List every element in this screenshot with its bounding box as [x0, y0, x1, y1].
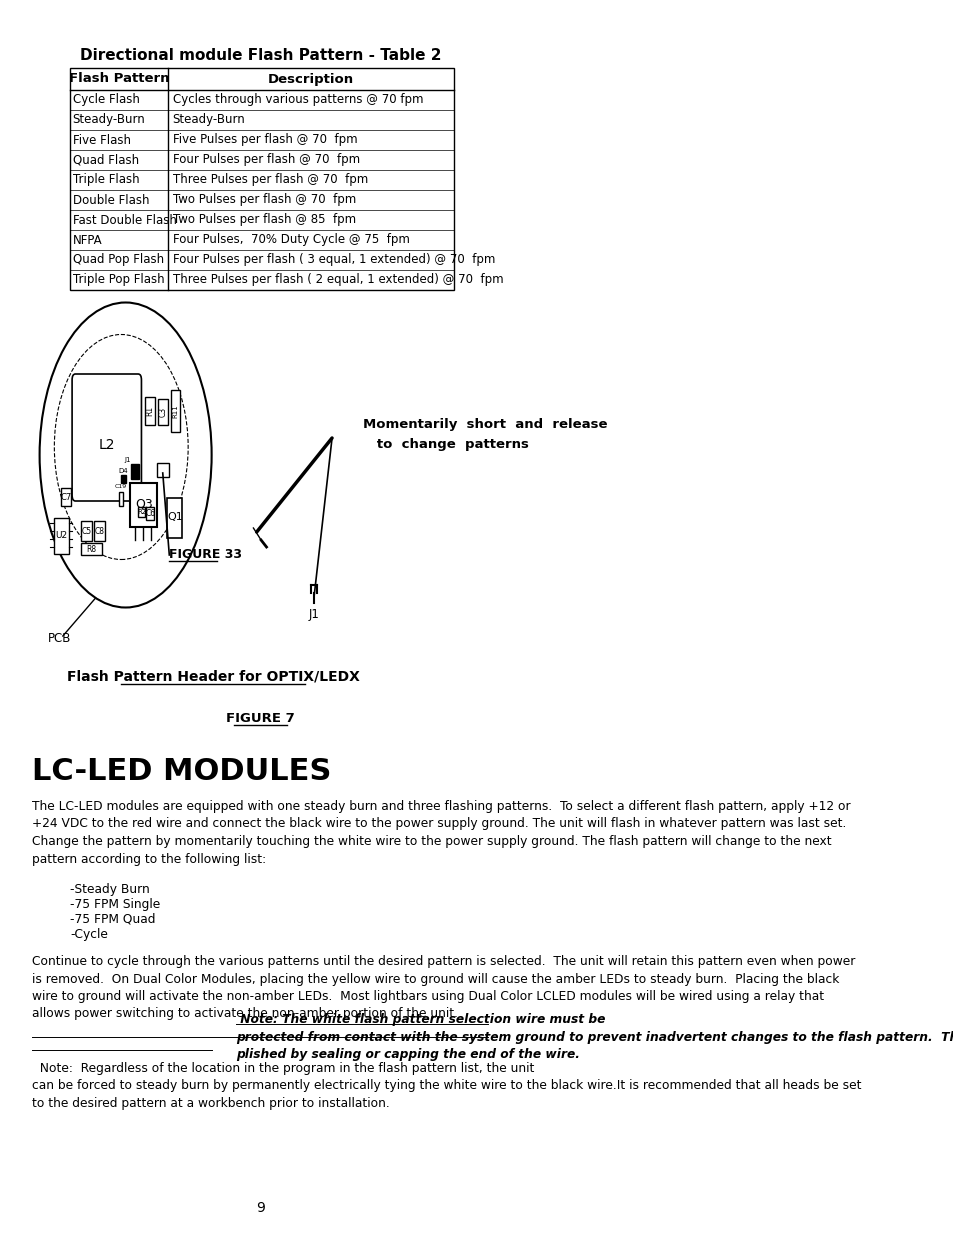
Text: -Cycle: -Cycle — [70, 927, 108, 941]
Bar — [81, 521, 91, 541]
Text: Momentarily  short  and  release
   to  change  patterns: Momentarily short and release to change … — [363, 417, 607, 451]
Ellipse shape — [40, 303, 212, 608]
Text: Description: Description — [268, 73, 354, 85]
Text: Five Pulses per flash @ 70  fpm: Five Pulses per flash @ 70 fpm — [172, 133, 356, 147]
Bar — [138, 508, 145, 517]
Text: Quad Flash: Quad Flash — [72, 153, 138, 167]
Text: Continue to cycle through the various patterns until the desired pattern is sele: Continue to cycle through the various pa… — [31, 955, 854, 1020]
Bar — [131, 464, 138, 479]
Text: Note: The white flash pattern selection wire must be
protected from contact with: Note: The white flash pattern selection … — [236, 1013, 953, 1061]
Text: Flash Pattern: Flash Pattern — [69, 73, 169, 85]
Text: J1: J1 — [125, 457, 131, 463]
Text: Fast Double Flash: Fast Double Flash — [72, 214, 176, 226]
Text: C5: C5 — [81, 526, 91, 536]
Bar — [172, 390, 179, 432]
Text: Directional module Flash Pattern - Table 2: Directional module Flash Pattern - Table… — [80, 48, 441, 63]
Text: C7: C7 — [60, 493, 71, 501]
Text: FIGURE 33: FIGURE 33 — [169, 548, 242, 562]
Text: LC-LED MODULES: LC-LED MODULES — [31, 757, 331, 785]
Text: C3: C3 — [158, 408, 168, 417]
Bar — [157, 463, 169, 477]
Text: -75 FPM Quad: -75 FPM Quad — [70, 913, 155, 926]
Text: Three Pulses per flash @ 70  fpm: Three Pulses per flash @ 70 fpm — [172, 173, 368, 186]
Text: U2: U2 — [55, 531, 67, 541]
Text: D4: D4 — [118, 468, 128, 474]
Text: The LC-LED modules are equipped with one steady burn and three flashing patterns: The LC-LED modules are equipped with one… — [31, 800, 849, 866]
Text: NFPA: NFPA — [72, 233, 102, 247]
Text: C8: C8 — [95, 526, 105, 536]
Text: Steady-Burn: Steady-Burn — [172, 114, 245, 126]
Text: Two Pulses per flash @ 85  fpm: Two Pulses per flash @ 85 fpm — [172, 214, 355, 226]
Bar — [158, 399, 168, 425]
Text: PCB: PCB — [48, 631, 71, 645]
Text: R2: R2 — [136, 509, 146, 515]
Text: FIGURE 7: FIGURE 7 — [226, 713, 294, 725]
Text: Four Pulses per flash @ 70  fpm: Four Pulses per flash @ 70 fpm — [172, 153, 359, 167]
Text: Note:  Regardless of the location in the program in the flash pattern list, the : Note: Regardless of the location in the … — [31, 1062, 861, 1110]
Text: 9: 9 — [255, 1200, 265, 1215]
Bar — [167, 498, 182, 538]
Text: -75 FPM Single: -75 FPM Single — [70, 898, 160, 911]
Text: Flash Pattern Header for OPTIX/LEDX: Flash Pattern Header for OPTIX/LEDX — [67, 671, 359, 684]
Text: Triple Flash: Triple Flash — [72, 173, 139, 186]
Text: Triple Pop Flash: Triple Pop Flash — [72, 273, 164, 287]
Text: Three Pulses per flash ( 2 equal, 1 extended) @ 70  fpm: Three Pulses per flash ( 2 equal, 1 exte… — [172, 273, 502, 287]
Text: J1: J1 — [308, 608, 319, 621]
Text: Q1: Q1 — [167, 513, 182, 522]
Bar — [94, 521, 105, 541]
Text: Five Flash: Five Flash — [72, 133, 131, 147]
Text: Cycle Flash: Cycle Flash — [72, 94, 139, 106]
Text: C19: C19 — [114, 484, 127, 489]
Text: R1: R1 — [146, 406, 154, 416]
Bar — [121, 475, 126, 483]
FancyBboxPatch shape — [72, 374, 141, 501]
Bar — [81, 543, 101, 555]
Text: Q3: Q3 — [134, 498, 152, 510]
Bar — [145, 396, 155, 425]
Text: Four Pulses per flash ( 3 equal, 1 extended) @ 70  fpm: Four Pulses per flash ( 3 equal, 1 exten… — [172, 253, 495, 267]
Bar — [70, 68, 454, 290]
Text: Quad Pop Flash: Quad Pop Flash — [72, 253, 164, 267]
Bar — [130, 483, 157, 527]
Bar — [61, 488, 71, 506]
Bar — [118, 492, 123, 506]
Text: L2: L2 — [98, 438, 114, 452]
Text: Four Pulses,  70% Duty Cycle @ 75  fpm: Four Pulses, 70% Duty Cycle @ 75 fpm — [172, 233, 409, 247]
Text: Two Pulses per flash @ 70  fpm: Two Pulses per flash @ 70 fpm — [172, 194, 355, 206]
Text: C6: C6 — [145, 509, 155, 517]
Bar — [53, 517, 69, 555]
Text: R8: R8 — [86, 545, 96, 553]
Text: Double Flash: Double Flash — [72, 194, 149, 206]
Text: Cycles through various patterns @ 70 fpm: Cycles through various patterns @ 70 fpm — [172, 94, 422, 106]
Bar — [146, 508, 153, 520]
Text: R11: R11 — [172, 404, 178, 417]
Text: Steady-Burn: Steady-Burn — [72, 114, 145, 126]
Text: -Steady Burn: -Steady Burn — [70, 883, 150, 897]
